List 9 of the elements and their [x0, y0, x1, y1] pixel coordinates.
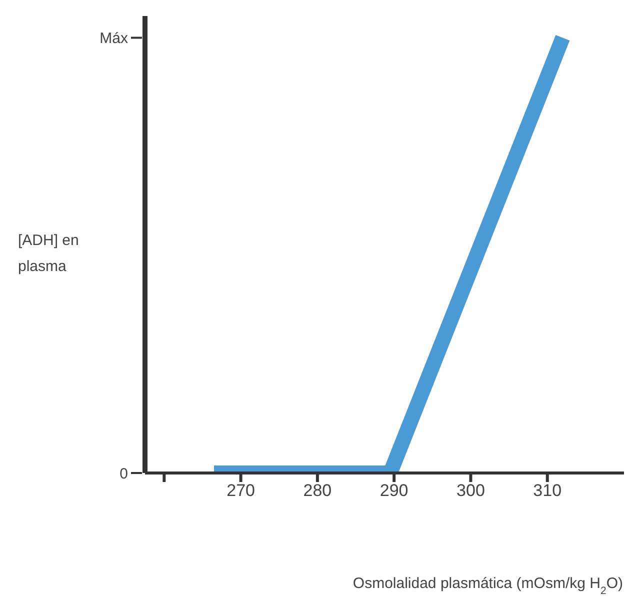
x-tick-label: 270 [226, 481, 255, 500]
x-axis-title: Osmolalidad plasmática (mOsm/kg H$_{2}$O) [352, 575, 623, 597]
x-tick-label: 300 [456, 481, 485, 500]
text: 0 [120, 465, 128, 482]
x-tick-label: 280 [303, 481, 332, 500]
y-axis-title: [ADH] en plasma [18, 231, 80, 277]
x-tick-label: 290 [380, 481, 408, 500]
text: Máx [100, 30, 128, 48]
x-tick-label: 310 [533, 481, 562, 500]
